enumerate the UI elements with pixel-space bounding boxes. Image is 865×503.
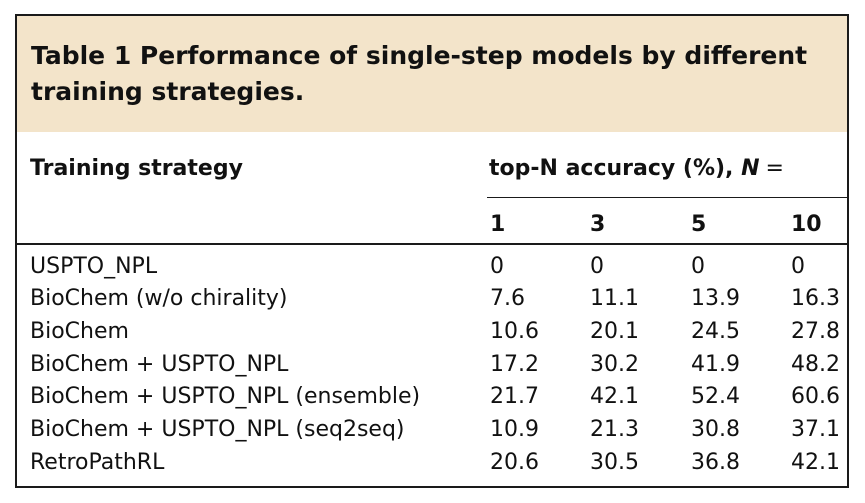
- value-cell: 30.2: [590, 352, 639, 377]
- value-cell: 42.1: [590, 384, 639, 409]
- strategy-cell: BioChem: [30, 319, 129, 344]
- value-cell: 16.3: [791, 286, 840, 311]
- value-cell: 0: [490, 254, 504, 279]
- column-header: 5: [691, 212, 707, 237]
- caption-text: Table 1 Performance of single-step model…: [31, 41, 808, 106]
- value-cell: 0: [791, 254, 805, 279]
- value-cell: 48.2: [791, 352, 840, 377]
- column-header: 3: [590, 212, 606, 237]
- value-cell: 42.1: [791, 450, 840, 475]
- value-cell: 21.3: [590, 417, 639, 442]
- header-rule: [17, 243, 847, 245]
- value-cell: 21.7: [490, 384, 539, 409]
- column-header: 10: [791, 212, 822, 237]
- value-cell: 41.9: [691, 352, 740, 377]
- value-cell: 10.6: [490, 319, 539, 344]
- value-cell: 20.6: [490, 450, 539, 475]
- group-header-text: top-N accuracy (%),: [489, 156, 742, 181]
- value-cell: 7.6: [490, 286, 525, 311]
- value-cell: 11.1: [590, 286, 639, 311]
- table-frame: Table 1 Performance of single-step model…: [15, 14, 849, 488]
- strategy-cell: BioChem + USPTO_NPL: [30, 352, 289, 377]
- group-underline: [487, 197, 849, 198]
- strategy-cell: RetroPathRL: [30, 450, 165, 475]
- value-cell: 52.4: [691, 384, 740, 409]
- value-cell: 17.2: [490, 352, 539, 377]
- value-cell: 0: [590, 254, 604, 279]
- row-header: Training strategy: [30, 156, 243, 181]
- value-cell: 20.1: [590, 319, 639, 344]
- group-header: top-N accuracy (%), N =: [489, 156, 784, 182]
- value-cell: 24.5: [691, 319, 740, 344]
- column-header: 1: [490, 212, 506, 237]
- table-caption: Table 1 Performance of single-step model…: [17, 16, 847, 132]
- value-cell: 10.9: [490, 417, 539, 442]
- value-cell: 0: [691, 254, 705, 279]
- strategy-cell: BioChem (w/o chirality): [30, 286, 288, 311]
- strategy-cell: BioChem + USPTO_NPL (seq2seq): [30, 417, 405, 442]
- value-cell: 13.9: [691, 286, 740, 311]
- value-cell: 27.8: [791, 319, 840, 344]
- group-header-var: N: [741, 156, 760, 181]
- value-cell: 37.1: [791, 417, 840, 442]
- value-cell: 36.8: [691, 450, 740, 475]
- strategy-cell: BioChem + USPTO_NPL (ensemble): [30, 384, 421, 409]
- group-header-eq: =: [765, 156, 784, 181]
- value-cell: 30.8: [691, 417, 740, 442]
- value-cell: 30.5: [590, 450, 639, 475]
- strategy-cell: USPTO_NPL: [30, 254, 158, 279]
- value-cell: 60.6: [791, 384, 840, 409]
